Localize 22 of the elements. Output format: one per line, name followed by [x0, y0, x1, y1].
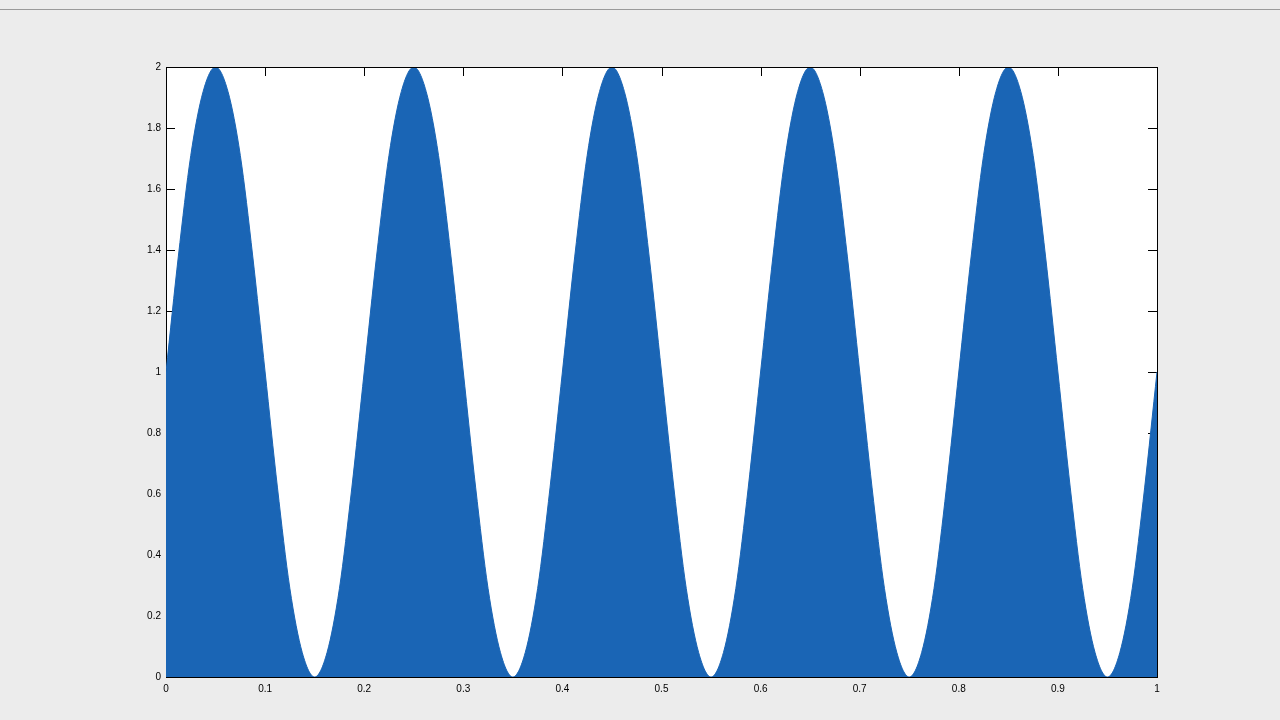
y-tick-label: 0.8: [147, 426, 162, 438]
y-tick-label: 0.4: [147, 548, 162, 560]
x-tick-label: 1: [1154, 682, 1161, 694]
y-tick-label: 1.4: [147, 243, 162, 255]
x-tick-label: 0.6: [753, 682, 768, 694]
x-tick-label: 0.8: [951, 682, 967, 694]
y-tick-label: 1.2: [147, 304, 162, 316]
y-tick-label: 0: [155, 670, 162, 682]
y-tick-label: 2: [155, 60, 162, 72]
x-tick-label: 0: [163, 682, 170, 694]
x-tick-label: 0.7: [852, 682, 868, 694]
x-tick-label: 0.5: [654, 682, 669, 694]
x-tick-label: 0.3: [456, 682, 471, 694]
x-tick-label: 0.4: [555, 682, 570, 694]
x-tick-label: 0.9: [1050, 682, 1066, 694]
y-tick-label: 1.6: [147, 182, 162, 194]
y-tick-label: 1.8: [147, 121, 162, 133]
y-tick-label: 1: [155, 365, 162, 377]
x-tick-label: 0.1: [258, 682, 273, 694]
y-tick-label: 0.2: [147, 609, 162, 621]
x-tick-label: 0.2: [357, 682, 372, 694]
y-tick-label: 0.6: [147, 487, 162, 499]
